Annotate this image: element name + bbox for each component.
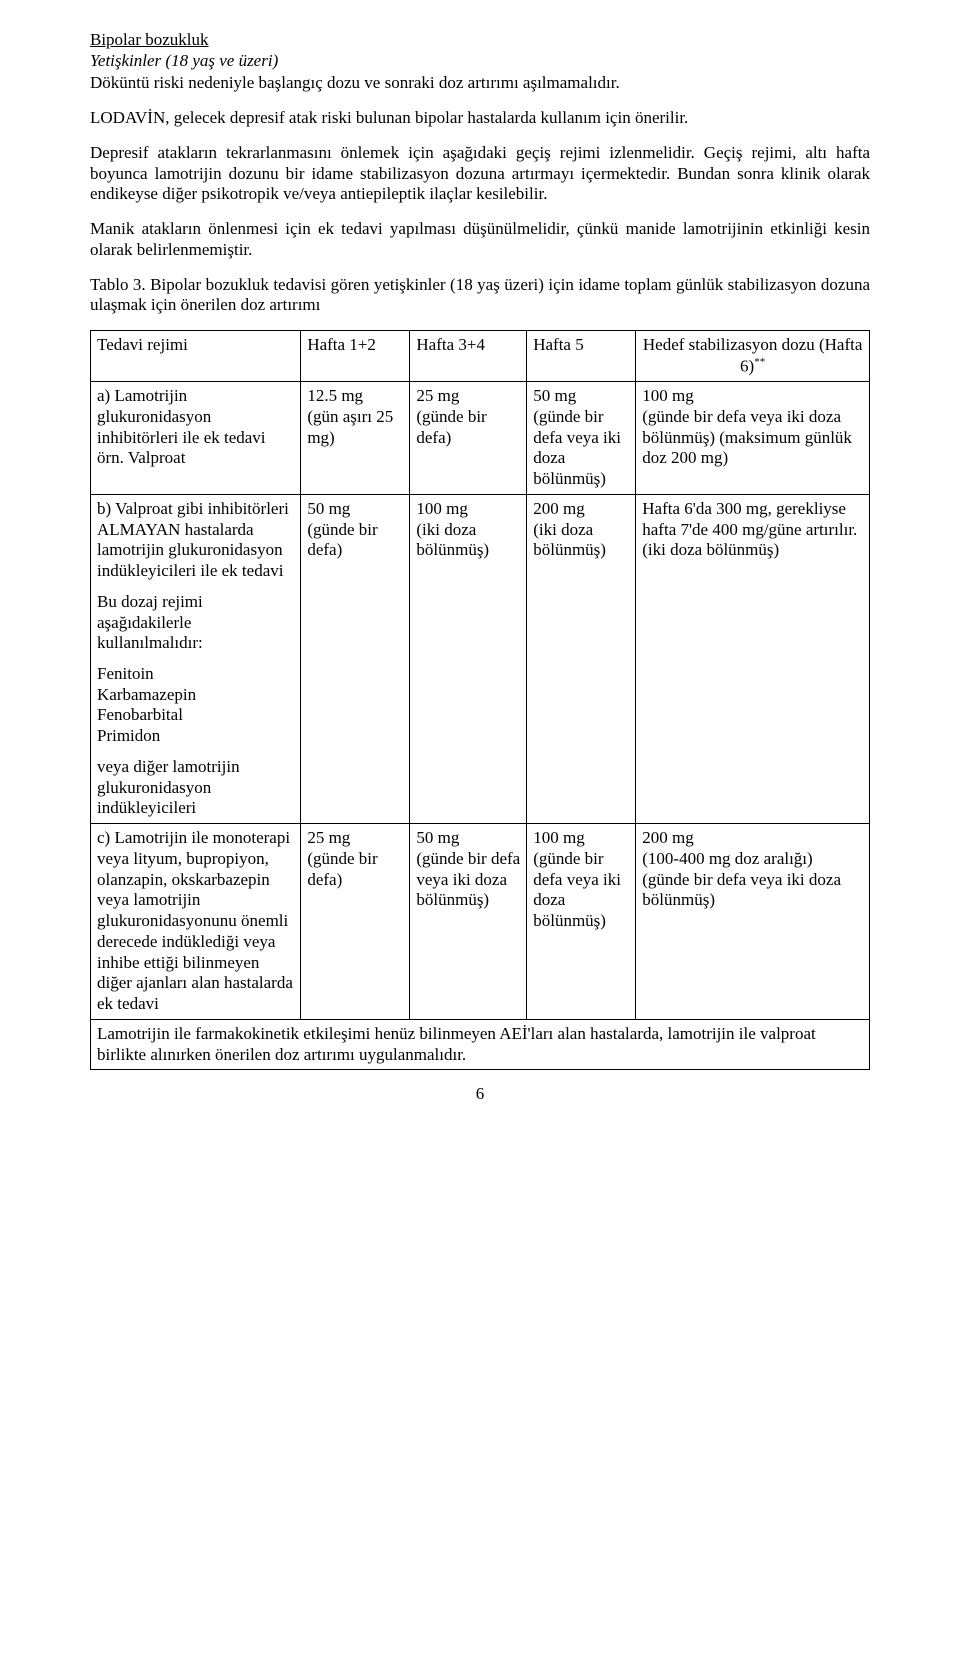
document-page: Bipolar bozukluk Yetişkinler (18 yaş ve …	[0, 0, 960, 1125]
cell-c-goal-b: (100-400 mg doz aralığı)	[642, 849, 863, 870]
cell-b-goal-b: (iki doza bölünmüş)	[642, 540, 863, 561]
th-goal-sup: **	[754, 356, 765, 368]
section-subtitle: Yetişkinler (18 yaş ve üzeri)	[90, 51, 278, 70]
cell-b-w5-a: 200 mg	[533, 499, 629, 520]
cell-b-label-main: b) Valproat gibi inhibitörleri ALMAYAN h…	[97, 499, 294, 582]
intro-paragraph-2: LODAVİN, gelecek depresif atak riski bul…	[90, 108, 870, 129]
th-regimen: Tedavi rejimi	[91, 331, 301, 382]
cell-b-label-sub1: Bu dozaj rejimi aşağıdakilerle kullanılm…	[97, 592, 294, 654]
cell-b-w12: 50 mg (günde bir defa)	[301, 494, 410, 823]
cell-b-w5: 200 mg (iki doza bölünmüş)	[527, 494, 636, 823]
cell-a-w5-a: 50 mg	[533, 386, 629, 407]
cell-a-w12-b: (gün aşırı 25 mg)	[307, 407, 403, 448]
cell-b-w34-a: 100 mg	[416, 499, 520, 520]
cell-c-label: c) Lamotrijin ile monoterapi veya lityum…	[91, 824, 301, 1020]
cell-b-label-sub2: veya diğer lamotrijin glukuronidasyon in…	[97, 757, 294, 819]
cell-b-label: b) Valproat gibi inhibitörleri ALMAYAN h…	[91, 494, 301, 823]
intro-paragraph-1: Döküntü riski nedeniyle başlangıç dozu v…	[90, 73, 870, 94]
heading-block: Bipolar bozukluk Yetişkinler (18 yaş ve …	[90, 30, 870, 71]
cell-a-label: a) Lamotrijin glukuronidasyon inhibitörl…	[91, 382, 301, 495]
cell-c-w12-a: 25 mg	[307, 828, 403, 849]
cell-b-goal: Hafta 6'da 300 mg, gerekliyse hafta 7'de…	[636, 494, 870, 823]
table-caption: Tablo 3. Bipolar bozukluk tedavisi gören…	[90, 275, 870, 316]
th-week34: Hafta 3+4	[410, 331, 527, 382]
cell-a-w12: 12.5 mg (gün aşırı 25 mg)	[301, 382, 410, 495]
cell-c-w34: 50 mg (günde bir defa veya iki doza bölü…	[410, 824, 527, 1020]
cell-a-w5: 50 mg (günde bir defa veya iki doza bölü…	[527, 382, 636, 495]
cell-c-w5-a: 100 mg	[533, 828, 629, 849]
table-row-a: a) Lamotrijin glukuronidasyon inhibitörl…	[91, 382, 870, 495]
th-goal-text: Hedef stabilizasyon dozu (Hafta 6)	[643, 335, 863, 375]
cell-b-w34-b: (iki doza bölünmüş)	[416, 520, 520, 561]
cell-a-w5-b: (günde bir defa veya iki doza bölünmüş)	[533, 407, 629, 490]
cell-c-w12-b: (günde bir defa)	[307, 849, 403, 890]
cell-a-w34-a: 25 mg	[416, 386, 520, 407]
cell-c-goal-a: 200 mg	[642, 828, 863, 849]
cell-c-goal-c: (günde bir defa veya iki doza bölünmüş)	[642, 870, 863, 911]
intro-paragraph-3: Depresif atakların tekrarlanmasını önlem…	[90, 143, 870, 205]
th-week12: Hafta 1+2	[301, 331, 410, 382]
cell-a-w34: 25 mg (günde bir defa)	[410, 382, 527, 495]
page-number: 6	[90, 1084, 870, 1105]
cell-a-goal: 100 mg (günde bir defa veya iki doza böl…	[636, 382, 870, 495]
cell-a-w12-a: 12.5 mg	[307, 386, 403, 407]
th-week5: Hafta 5	[527, 331, 636, 382]
table-row-b: b) Valproat gibi inhibitörleri ALMAYAN h…	[91, 494, 870, 823]
table-footer-cell: Lamotrijin ile farmakokinetik etkileşimi…	[91, 1019, 870, 1069]
dose-table: Tedavi rejimi Hafta 1+2 Hafta 3+4 Hafta …	[90, 330, 870, 1070]
cell-b-w12-a: 50 mg	[307, 499, 403, 520]
cell-c-goal: 200 mg (100-400 mg doz aralığı) (günde b…	[636, 824, 870, 1020]
cell-b-label-list: Fenitoin Karbamazepin Fenobarbital Primi…	[97, 664, 294, 747]
cell-a-goal-b: (günde bir defa veya iki doza bölünmüş) …	[642, 407, 863, 469]
th-goal: Hedef stabilizasyon dozu (Hafta 6)**	[636, 331, 870, 382]
cell-b-w12-b: (günde bir defa)	[307, 520, 403, 561]
cell-a-goal-a: 100 mg	[642, 386, 863, 407]
cell-c-w5: 100 mg (günde bir defa veya iki doza böl…	[527, 824, 636, 1020]
cell-b-w5-b: (iki doza bölünmüş)	[533, 520, 629, 561]
table-row-c: c) Lamotrijin ile monoterapi veya lityum…	[91, 824, 870, 1020]
table-footer-row: Lamotrijin ile farmakokinetik etkileşimi…	[91, 1019, 870, 1069]
cell-b-w34: 100 mg (iki doza bölünmüş)	[410, 494, 527, 823]
intro-paragraph-4: Manik atakların önlenmesi için ek tedavi…	[90, 219, 870, 260]
cell-c-w34-a: 50 mg	[416, 828, 520, 849]
cell-c-w5-b: (günde bir defa veya iki doza bölünmüş)	[533, 849, 629, 932]
cell-c-w34-b: (günde bir defa veya iki doza bölünmüş)	[416, 849, 520, 911]
table-header-row: Tedavi rejimi Hafta 1+2 Hafta 3+4 Hafta …	[91, 331, 870, 382]
cell-b-goal-a: Hafta 6'da 300 mg, gerekliyse hafta 7'de…	[642, 499, 863, 540]
cell-c-w12: 25 mg (günde bir defa)	[301, 824, 410, 1020]
section-title: Bipolar bozukluk	[90, 30, 209, 49]
cell-a-w34-b: (günde bir defa)	[416, 407, 520, 448]
